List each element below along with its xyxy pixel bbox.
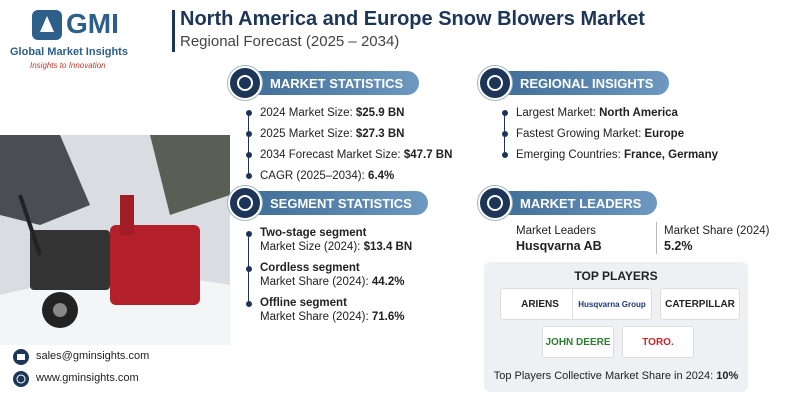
player-logo: TORO. (622, 326, 694, 358)
stat-value: 44.2% (371, 276, 405, 288)
section-icon (478, 66, 512, 100)
stat-label: 2024 Market Size: (260, 107, 353, 119)
stat-label: Market Size (2024): (260, 241, 361, 253)
title-rule (172, 10, 175, 52)
stat-value: $47.7 BN (403, 149, 453, 161)
stat-value: 71.6% (371, 311, 405, 323)
bullet (246, 266, 252, 272)
stat-label: Market Share (2024): (260, 311, 369, 323)
bullet (502, 110, 508, 116)
segment-name: Offline segment (260, 297, 347, 309)
section-title: SEGMENT STATISTICS (248, 191, 428, 215)
player-logo: JOHN DEERE (542, 326, 614, 358)
stat-label: Fastest Growing Market: (516, 128, 642, 140)
bullet (246, 173, 252, 179)
stat-value: North America (599, 107, 678, 119)
divider (656, 222, 657, 254)
segment-stat: Market Size (2024): $13.4 BN (260, 241, 412, 253)
player-logo: ARIENS (500, 288, 580, 320)
stat-item: CAGR (2025–2034): 6.4% (260, 170, 394, 182)
section-title: MARKET LEADERS (498, 191, 658, 215)
footer-value: 10% (716, 370, 739, 382)
segment-name: Two-stage segment (260, 227, 367, 239)
stat-item: Emerging Countries: France, Germany (516, 149, 718, 161)
segment-stat: Market Share (2024): 71.6% (260, 311, 404, 323)
stat-value: Europe (644, 128, 685, 140)
section-header: REGIONAL INSIGHTS (478, 66, 670, 100)
email-icon (13, 349, 29, 365)
section-title: MARKET STATISTICS (248, 71, 420, 95)
section-icon (478, 186, 512, 220)
website[interactable]: www.gminsights.com (36, 372, 139, 384)
email[interactable]: sales@gminsights.com (36, 350, 150, 362)
leader-label: Market Leaders (516, 225, 596, 237)
segment-stat: Market Share (2024): 44.2% (260, 276, 404, 288)
bullet (502, 131, 508, 137)
section-header: MARKET LEADERS (478, 186, 658, 220)
section-header: SEGMENT STATISTICS (228, 186, 428, 220)
stat-label: Market Share (2024): (260, 276, 369, 288)
stat-label: Emerging Countries: (516, 149, 621, 161)
top-players-heading: TOP PLAYERS (574, 269, 658, 283)
stat-item: 2034 Forecast Market Size: $47.7 BN (260, 149, 452, 161)
stat-value: $13.4 BN (363, 241, 413, 253)
player-logo: Husqvarna Group (572, 288, 652, 320)
footer-label: Top Players Collective Market Share in 2… (493, 370, 714, 382)
subtitle: Regional Forecast (2025 – 2034) (180, 33, 400, 50)
stat-label: 2034 Forecast Market Size: (260, 149, 401, 161)
logo-icon (32, 10, 62, 40)
stat-item: 2025 Market Size: $27.3 BN (260, 128, 404, 140)
leader: Husqvarna AB (516, 239, 602, 253)
segment-name: Cordless segment (260, 262, 360, 274)
share-label: Market Share (2024) (664, 225, 770, 237)
logo-mark: GMI (66, 8, 119, 39)
stat-item: Fastest Growing Market: Europe (516, 128, 684, 140)
stat-label: CAGR (2025–2034): (260, 170, 365, 182)
stat-item: Largest Market: North America (516, 107, 678, 119)
bullet (246, 301, 252, 307)
web-icon (13, 371, 29, 387)
bullet (246, 231, 252, 237)
snow-blower-photo (0, 135, 230, 345)
stat-value: France, Germany (624, 149, 718, 161)
bullet (246, 110, 252, 116)
stat-value: $27.3 BN (355, 128, 405, 140)
section-header: MARKET STATISTICS (228, 66, 420, 100)
bullet (246, 131, 252, 137)
stat-label: Largest Market: (516, 107, 596, 119)
player-logo: CATERPILLAR (660, 288, 740, 320)
logo-tagline: Insights to Innovation (30, 61, 106, 70)
top-players-footer: Top Players Collective Market Share in 2… (484, 370, 748, 382)
bullet (246, 152, 252, 158)
stat-value: 6.4% (368, 170, 395, 182)
section-icon (228, 66, 262, 100)
stat-label: 2025 Market Size: (260, 128, 353, 140)
bullet (502, 152, 508, 158)
section-icon (228, 186, 262, 220)
timeline (248, 113, 249, 176)
stat-value: $25.9 BN (355, 107, 405, 119)
top-players-panel (484, 262, 748, 392)
share: 5.2% (664, 239, 693, 253)
section-title: REGIONAL INSIGHTS (498, 71, 670, 95)
title: North America and Europe Snow Blowers Ma… (180, 8, 645, 30)
logo-company: Global Market Insights (10, 46, 128, 58)
stat-item: 2024 Market Size: $25.9 BN (260, 107, 404, 119)
